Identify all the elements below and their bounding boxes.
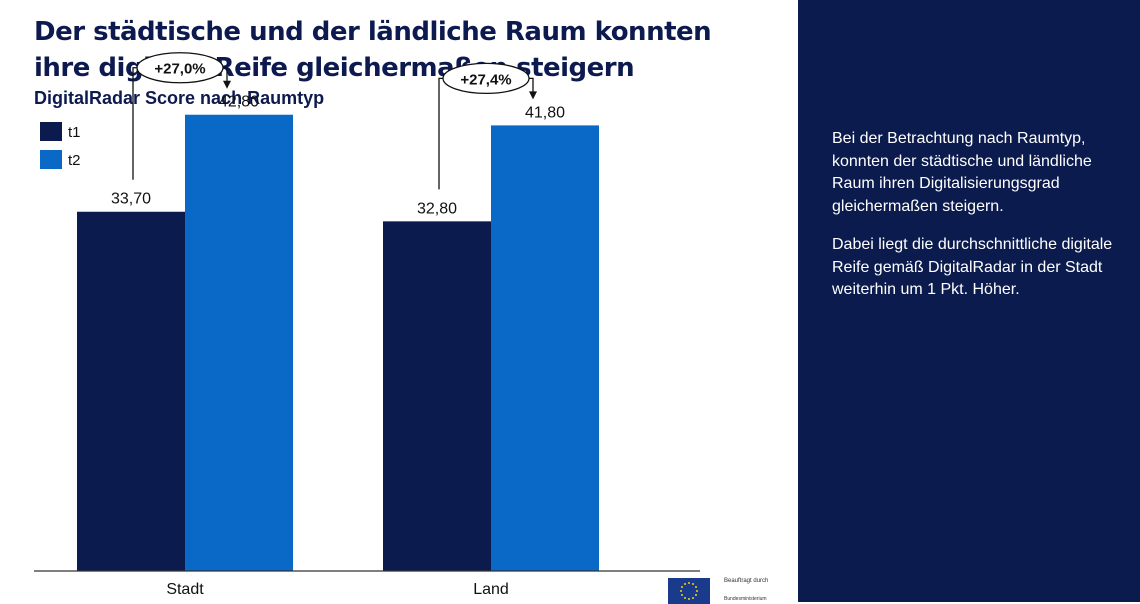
bar-land-t2 — [491, 125, 599, 571]
legend-label-t1: t1 — [68, 124, 81, 141]
data-label: 33,70 — [111, 191, 151, 208]
chart-title: Der städtische und der ländliche Raum ko… — [34, 17, 712, 83]
data-label: 32,80 — [417, 200, 457, 217]
data-label: 41,80 — [525, 104, 565, 121]
change-badge — [136, 52, 224, 84]
footer-logos: Beauftragt durch Bundesministerium — [668, 574, 788, 604]
bar-stadt-t1 — [77, 211, 185, 571]
category-label: Stadt — [166, 581, 204, 598]
side-panel-paragraph-2: Dabei liegt die durchschnittliche digita… — [832, 236, 1113, 298]
data-label: 42,80 — [219, 94, 259, 111]
change-badge — [442, 62, 530, 95]
legend-swatch-t1 — [40, 122, 62, 141]
commissioned-by-label: Beauftragt durch — [724, 578, 769, 584]
side-panel: Bei der Betrachtung nach Raumtyp, konnte… — [798, 0, 1140, 602]
bar-stadt-t2 — [185, 114, 293, 572]
legend-swatch-t2 — [40, 150, 62, 169]
category-label: Land — [473, 581, 509, 598]
change-label: +27,4% — [460, 71, 511, 88]
ministry-label: Bundesministerium — [724, 596, 767, 602]
change-arrow-head — [529, 91, 537, 100]
side-panel-paragraph-1: Bei der Betrachtung nach Raumtyp, konnte… — [832, 130, 1092, 215]
chart-subtitle: DigitalRadar Score nach Raumtyp — [34, 88, 325, 108]
bar-land-t1 — [383, 221, 491, 571]
legend-label-t2: t2 — [68, 152, 81, 169]
eu-flag-icon — [668, 578, 710, 604]
change-label: +27,0% — [154, 61, 205, 78]
change-arrow-head — [223, 80, 231, 89]
bar-chart: t1 t2 33,70 42,80 Stadt +27,0% 32,80 41,80 Land +… — [34, 52, 700, 598]
